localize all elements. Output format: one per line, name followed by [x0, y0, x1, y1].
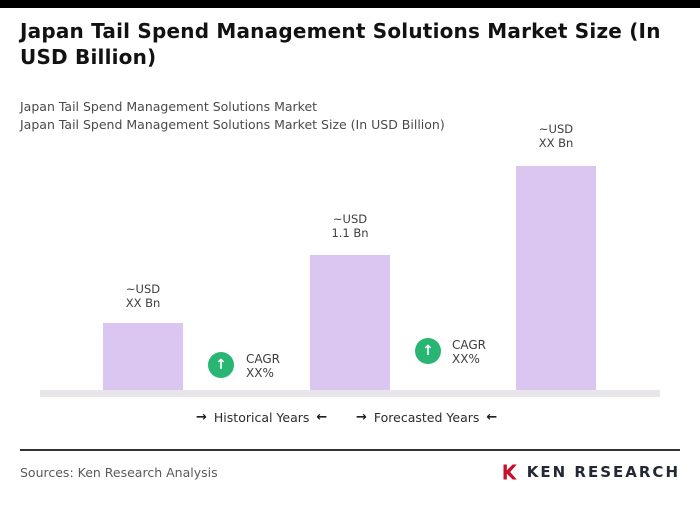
page-title: Japan Tail Spend Management Solutions Ma…: [20, 19, 661, 70]
bar-value-label: ~USD XX Bn: [103, 282, 183, 310]
arrow-right-icon: →: [356, 410, 367, 425]
forecasted-years-axis: → Forecasted Years ←: [356, 410, 497, 425]
chart-subtitle: Japan Tail Spend Management Solutions Ma…: [20, 98, 445, 134]
bar1-label-line1: ~USD: [125, 282, 161, 296]
bar-current: [310, 255, 390, 390]
bar1-label-line2: XX Bn: [125, 296, 161, 311]
ken-research-logo: KEN RESEARCH: [501, 462, 680, 482]
cagr-annotation: CAGR XX%: [452, 338, 486, 366]
bar-value-label: ~USD XX Bn: [516, 122, 596, 150]
cagr2-value: XX%: [452, 352, 480, 367]
bar-forecast: [516, 166, 596, 390]
cagr2-label: CAGR: [452, 338, 487, 352]
chart-baseline: [40, 390, 660, 397]
arrow-left-icon: ←: [316, 410, 328, 425]
arrow-left-icon: ←: [486, 410, 498, 425]
cagr1-label: CAGR: [246, 352, 281, 366]
sources-note: Sources: Ken Research Analysis: [20, 465, 218, 480]
up-arrow-glyph: ↑: [215, 357, 227, 373]
ken-research-logo-text: KEN RESEARCH: [526, 463, 680, 481]
bar2-label-line1: ~USD: [332, 212, 368, 226]
bar3-label-line2: XX Bn: [538, 136, 574, 151]
growth-up-arrow-icon: ↑: [208, 352, 234, 378]
subtitle-line-1: Japan Tail Spend Management Solutions Ma…: [20, 99, 318, 114]
top-accent-bar: [0, 0, 700, 8]
bar-value-label: ~USD 1.1 Bn: [310, 212, 390, 240]
arrow-right-icon: →: [196, 410, 207, 425]
cagr-annotation: CAGR XX%: [246, 352, 280, 380]
bar-historical: [103, 323, 183, 390]
bar3-label-line1: ~USD: [538, 122, 574, 136]
ken-research-k-icon: [501, 462, 521, 482]
subtitle-line-2: Japan Tail Spend Management Solutions Ma…: [20, 117, 445, 133]
growth-up-arrow-icon: ↑: [415, 338, 441, 364]
bar2-label-line2: 1.1 Bn: [331, 226, 369, 241]
footer-divider: [20, 449, 680, 451]
cagr1-value: XX%: [246, 366, 274, 381]
up-arrow-glyph: ↑: [422, 343, 434, 359]
forecasted-years-label: Forecasted Years: [373, 410, 480, 425]
historical-years-label: Historical Years: [213, 410, 310, 425]
historical-years-axis: → Historical Years ←: [196, 410, 327, 425]
